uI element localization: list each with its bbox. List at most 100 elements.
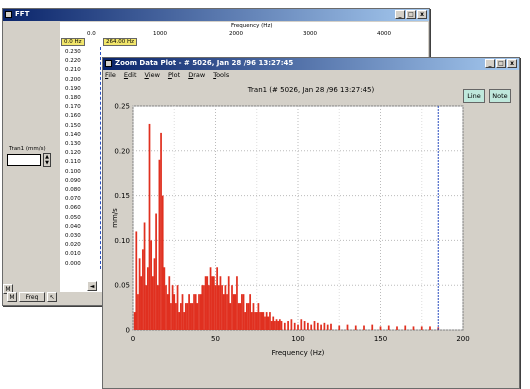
zoom-chart[interactable]: 0 50 100 150 200 0 0.05 0.10 0.15 0.20 0.25 Frequen…	[103, 58, 519, 388]
spectrum-bar	[420, 326, 423, 330]
spectrum-bar	[196, 303, 199, 330]
spectrum-bar	[158, 159, 161, 330]
menu-tools[interactable]: Tools	[213, 71, 230, 79]
spectrum-bar	[211, 276, 214, 330]
fft-y-tick: 0.150	[65, 122, 81, 129]
spectrum-bar	[160, 132, 162, 330]
freq-button[interactable]: Freq	[19, 292, 45, 302]
y-tick-label: 0.15	[114, 192, 130, 200]
spectrum-bar	[183, 312, 186, 330]
fft-y-tick: 0.000	[65, 260, 81, 267]
menu-plot[interactable]: Plot	[167, 71, 181, 79]
minimize-button[interactable]: _	[395, 10, 405, 19]
channel-value-field[interactable]	[7, 154, 41, 166]
zoom-titlebar[interactable]: Zoom Data Plot - # 5026, Jan 28 /96 13:2…	[103, 58, 519, 70]
channel-spinner[interactable]: ▲ ▼	[43, 153, 51, 167]
fft-x-tick: 4000	[377, 31, 391, 37]
spectrum-bar	[252, 303, 255, 330]
menu-file[interactable]: File	[105, 71, 116, 79]
fft-y-tick: 0.160	[65, 113, 81, 120]
fft-y-tick: 0.220	[65, 58, 81, 65]
spectrum-bar	[189, 303, 192, 330]
spectrum-bar	[143, 222, 146, 330]
x-axis-label: Frequency (Hz)	[272, 349, 325, 357]
spectrum-bar	[199, 294, 202, 330]
menu-draw[interactable]: Draw	[188, 71, 206, 79]
spectrum-bar	[216, 267, 219, 330]
spectrum-bar	[412, 326, 415, 330]
maximize-button[interactable]: □	[496, 59, 506, 68]
fft-cursor-line[interactable]	[100, 47, 101, 269]
scroll-left-button[interactable]: ◄	[87, 281, 97, 291]
spectrum-bar	[242, 294, 245, 330]
spectrum-bar	[148, 123, 151, 330]
zoom-window[interactable]: Zoom Data Plot - # 5026, Jan 28 /96 13:2…	[102, 57, 520, 389]
spectrum-bar	[135, 231, 138, 330]
spectrum-bar	[262, 312, 265, 330]
menu-edit[interactable]: Edit	[123, 71, 137, 79]
spectrum-bar	[179, 303, 182, 330]
channel-label: Tran1 (mm/s)	[9, 146, 46, 152]
fft-x-tick: 1000	[153, 31, 167, 37]
spectrum-bar	[151, 276, 154, 330]
cursor-tool-button[interactable]: ↖	[47, 292, 57, 302]
y-tick-label: 0.05	[114, 282, 130, 290]
x-tick-label: 50	[211, 335, 220, 343]
cursor-right-readout: 264.00 Hz	[103, 38, 138, 46]
spectrum-bar	[275, 319, 278, 330]
spectrum-bar	[259, 312, 261, 330]
spectrum-bar	[227, 276, 230, 330]
zoom-window-icon	[105, 60, 112, 67]
menu-view[interactable]: View	[144, 71, 160, 79]
spectrum-bar	[249, 294, 252, 330]
spectrum-bar	[178, 312, 181, 330]
spectrum-bar	[137, 294, 139, 330]
spectrum-bar	[260, 312, 263, 330]
y-tick-label: 0.25	[114, 103, 130, 111]
close-button[interactable]: x	[417, 10, 427, 19]
spectrum-bar	[236, 276, 238, 330]
spectrum-bar	[193, 294, 195, 330]
spectrum-bar	[231, 285, 233, 330]
fft-y-tick: 0.170	[65, 104, 81, 111]
y-tick-label: 0.20	[114, 147, 130, 155]
spectrum-bar	[232, 294, 235, 330]
spectrum-bar	[209, 267, 212, 330]
fft-y-tick: 0.210	[65, 67, 81, 74]
spectrum-bar	[278, 319, 281, 330]
spectrum-bar	[270, 321, 273, 330]
spectrum-bar	[145, 285, 148, 330]
spectrum-bar	[300, 319, 303, 330]
spectrum-bar	[206, 276, 209, 330]
spectrum-bar	[257, 303, 260, 330]
spectrum-bar	[269, 312, 271, 330]
menu-bar: File Edit View Plot Draw Tools	[105, 71, 229, 79]
fft-y-tick: 0.130	[65, 141, 81, 147]
spectrum-bar	[142, 249, 144, 330]
fft-x-axis-label: Frequency (Hz)	[231, 23, 273, 29]
spectrum-bar	[175, 303, 177, 330]
fft-y-tick: 0.050	[65, 214, 81, 221]
line-button[interactable]: Line	[463, 89, 485, 103]
spectrum-bar	[346, 324, 349, 330]
x-tick-label: 0	[131, 335, 135, 343]
spectrum-bar	[354, 325, 357, 330]
fft-tool-button[interactable]: M	[7, 292, 17, 302]
spectrum-bar	[313, 321, 316, 330]
fft-y-tick: 0.100	[65, 168, 81, 175]
spectrum-bar	[194, 294, 197, 330]
spectrum-bar	[204, 276, 207, 330]
spectrum-bar	[138, 258, 141, 330]
close-button[interactable]: x	[507, 59, 517, 68]
spectrum-bar	[379, 326, 382, 330]
fft-titlebar[interactable]: FFT _ □ x	[3, 9, 429, 21]
note-button[interactable]: Note	[489, 89, 511, 103]
spectrum-bar	[320, 324, 322, 330]
minimize-button[interactable]: _	[485, 59, 495, 68]
spectrum-bar	[198, 294, 200, 330]
maximize-button[interactable]: □	[406, 10, 416, 19]
fft-y-tick: 0.030	[65, 233, 81, 239]
spectrum-bar	[254, 312, 256, 330]
fft-x-tick: 0.0	[87, 31, 96, 37]
spectrum-bar	[396, 326, 398, 330]
